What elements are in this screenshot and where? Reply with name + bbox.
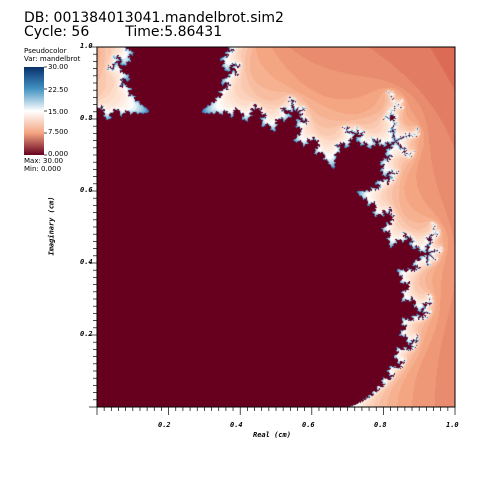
- legend-max-label: Max: 30.00: [24, 157, 64, 165]
- legend-tick-marks: [44, 66, 47, 156]
- legend-colorbar: [24, 67, 44, 155]
- x-tick-label-1: 0.4: [230, 421, 243, 429]
- legend-var-label: Var: mandelbrot: [24, 55, 81, 63]
- legend-plot-type: Pseudocolor: [24, 47, 67, 55]
- y-tick-label-0: 0.2: [80, 330, 93, 338]
- x-axis-title: Real (cm): [253, 431, 291, 439]
- y-tick-label-1: 0.4: [80, 258, 93, 266]
- x-tick-label-0: 0.2: [158, 421, 171, 429]
- y-axis-title: Imaginary (cm): [47, 196, 56, 256]
- cycle-label: Cycle: 56: [24, 24, 90, 40]
- legend-min-label: Min: 0.000: [24, 165, 62, 173]
- y-tick-label-2: 0.6: [80, 186, 93, 194]
- mandelbrot-heatmap: [97, 47, 455, 407]
- cycle-time-line: Cycle: 56 Time:5.86431: [24, 24, 222, 40]
- legend-tick-max: 30.00: [48, 63, 69, 71]
- legend-tick-min: 0.000: [48, 150, 69, 158]
- y-tick-label-3: 0.8: [80, 114, 93, 122]
- x-axis-ticks: [96, 407, 456, 415]
- x-tick-label-4: 1.0: [446, 421, 459, 429]
- x-tick-label-3: 0.8: [374, 421, 387, 429]
- y-tick-label-4: 1.0: [80, 42, 93, 50]
- y-axis-ticks: [89, 46, 97, 408]
- x-tick-label-2: 0.6: [302, 421, 315, 429]
- time-label: Time:5.86431: [125, 24, 223, 40]
- database-label: DB: 001384013041.mandelbrot.sim2: [24, 10, 284, 26]
- legend-tick-2: 22.50: [48, 86, 69, 94]
- legend-tick-3: 15.00: [48, 108, 69, 116]
- legend-tick-4: 7.500: [48, 128, 69, 136]
